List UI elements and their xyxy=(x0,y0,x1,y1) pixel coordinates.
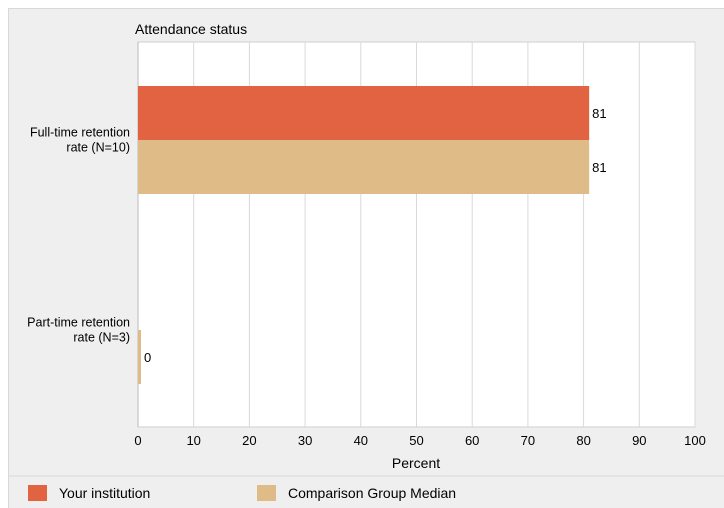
legend-item-your-institution: Your institution xyxy=(28,483,150,503)
bar xyxy=(138,86,590,140)
x-axis-label: Percent xyxy=(392,455,440,471)
category-label: rate (N=3) xyxy=(73,331,130,345)
bar xyxy=(138,330,141,384)
x-tick-labels: 0 10 20 30 40 50 60 70 80 90 100 xyxy=(134,433,705,448)
data-label: 81 xyxy=(592,160,606,175)
bar xyxy=(138,140,590,194)
x-tick-label: 60 xyxy=(465,433,479,448)
legend-swatch xyxy=(257,485,276,501)
x-tick-label: 80 xyxy=(576,433,590,448)
category-label: Part-time retention xyxy=(27,316,130,330)
legend-label: Your institution xyxy=(59,485,151,501)
legend-swatch xyxy=(28,485,47,501)
x-tick-label: 30 xyxy=(298,433,312,448)
category-label: rate (N=10) xyxy=(66,141,130,155)
legend-label: Comparison Group Median xyxy=(288,485,457,501)
legend-item-comparison-group-median: Comparison Group Median xyxy=(257,483,456,503)
x-tick-label: 40 xyxy=(354,433,368,448)
data-label: 0 xyxy=(144,350,151,365)
category-label: Full-time retention xyxy=(30,126,130,140)
chart-title: Attendance status xyxy=(135,21,247,37)
x-tick-label: 50 xyxy=(409,433,423,448)
x-tick-label: 0 xyxy=(134,433,141,448)
x-tick-label: 20 xyxy=(242,433,256,448)
x-tick-label: 10 xyxy=(186,433,200,448)
data-label: 81 xyxy=(592,106,606,121)
x-tick-label: 70 xyxy=(521,433,535,448)
x-tick-label: 90 xyxy=(632,433,646,448)
bars: 81 81 0 xyxy=(138,86,607,384)
x-tick-label: 100 xyxy=(684,433,706,448)
